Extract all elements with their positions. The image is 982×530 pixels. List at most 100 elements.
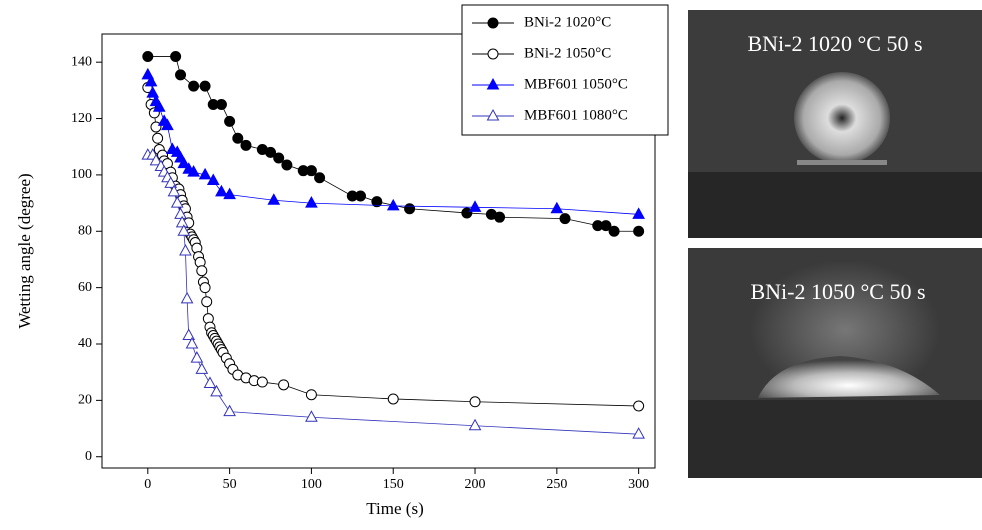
marker — [387, 393, 399, 405]
series-line — [147, 154, 639, 435]
marker — [215, 98, 227, 110]
marker — [199, 80, 211, 92]
plot-frame — [101, 33, 656, 469]
marker — [305, 165, 317, 177]
marker — [267, 193, 281, 205]
photo-1: BNi-2 1020 °C 50 s — [688, 10, 982, 238]
marker — [187, 165, 200, 177]
marker — [167, 184, 181, 197]
marker — [190, 351, 204, 363]
marker — [314, 172, 326, 184]
marker — [633, 225, 645, 237]
marker — [206, 173, 220, 186]
marker — [198, 167, 212, 180]
marker — [273, 152, 285, 164]
marker — [179, 243, 192, 256]
marker — [188, 80, 200, 92]
marker — [185, 336, 199, 349]
legend-marker — [486, 77, 500, 90]
x-tick-label: 100 — [301, 477, 322, 492]
marker — [196, 265, 208, 277]
marker — [182, 328, 196, 341]
marker — [256, 376, 268, 388]
marker — [199, 282, 211, 294]
marker — [144, 74, 158, 87]
y-tick-label: 140 — [71, 54, 92, 69]
marker — [177, 156, 191, 169]
marker — [203, 376, 217, 388]
marker — [232, 132, 244, 144]
marker — [265, 146, 277, 158]
y-tick-label: 40 — [78, 336, 92, 351]
marker — [223, 404, 236, 417]
y-tick-label: 20 — [78, 393, 92, 408]
legend-label: BNi-2 1020°C — [524, 14, 611, 30]
marker — [305, 410, 318, 422]
legend-marker — [487, 17, 499, 29]
marker — [404, 203, 416, 215]
marker — [174, 207, 187, 219]
marker — [305, 389, 317, 401]
y-tick-label: 120 — [71, 111, 92, 126]
marker — [278, 379, 290, 391]
x-tick-label: 300 — [628, 477, 649, 492]
marker — [161, 118, 174, 131]
legend-label: MBF601 1050°C — [524, 76, 628, 92]
photo-label: BNi-2 1020 °C 50 s — [747, 31, 922, 56]
marker — [632, 427, 645, 439]
marker — [386, 198, 400, 211]
marker — [355, 190, 367, 202]
marker — [146, 86, 160, 98]
marker — [468, 418, 482, 431]
marker — [469, 396, 481, 408]
photo-2: BNi-2 1050 °C 50 s — [688, 248, 982, 478]
y-axis-label: Wetting angle (degree) — [15, 173, 34, 328]
marker — [201, 296, 213, 308]
legend-marker — [486, 108, 500, 121]
marker — [550, 201, 564, 214]
marker — [175, 69, 187, 81]
marker — [461, 207, 473, 219]
marker — [210, 384, 223, 397]
marker — [170, 196, 184, 208]
legend-label: MBF601 1080°C — [524, 107, 628, 123]
marker — [281, 159, 293, 171]
marker — [175, 215, 189, 228]
marker — [215, 184, 228, 197]
marker — [149, 153, 163, 166]
y-tick-label: 80 — [78, 223, 92, 238]
marker — [305, 196, 318, 208]
legend: BNi-2 1020°C BNi-2 1050°C MBF601 1050°C MBF… — [461, 4, 669, 136]
x-tick-label: 250 — [546, 477, 567, 492]
marker — [371, 196, 383, 208]
marker — [152, 100, 166, 112]
marker — [177, 224, 191, 236]
legend-label: BNi-2 1050°C — [524, 45, 611, 61]
marker — [600, 220, 612, 232]
marker — [608, 225, 620, 237]
photo-label: BNi-2 1050 °C 50 s — [750, 279, 925, 304]
legend-marker — [487, 48, 499, 60]
marker — [240, 139, 252, 151]
x-tick-label: 0 — [144, 477, 151, 492]
y-tick-label: 0 — [85, 449, 92, 464]
marker — [224, 115, 236, 127]
marker — [164, 176, 178, 188]
marker — [494, 211, 506, 223]
marker — [180, 291, 194, 304]
marker — [468, 200, 482, 212]
marker — [152, 132, 164, 144]
x-axis-label: Time (s) — [366, 499, 423, 518]
x-tick-label: 200 — [465, 477, 486, 492]
marker — [150, 121, 162, 133]
y-tick-label: 60 — [78, 280, 92, 295]
marker — [223, 187, 236, 200]
marker — [142, 51, 154, 63]
marker — [559, 213, 571, 225]
y-tick-label: 100 — [71, 167, 92, 182]
marker — [632, 207, 645, 219]
marker — [170, 51, 182, 63]
x-tick-label: 150 — [383, 477, 404, 492]
